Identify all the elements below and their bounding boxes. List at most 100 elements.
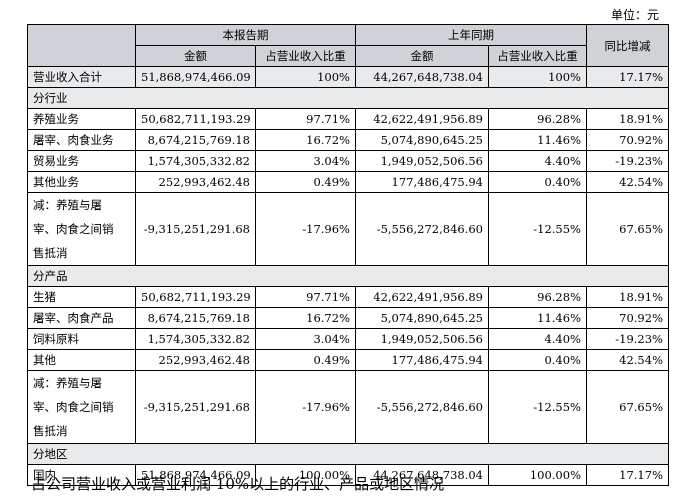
prior-amount-cell: 1,949,052,506.56 [355,328,489,350]
row-label: 营业收入合计 [27,66,136,88]
prior-share-cell: -12.55% [488,192,587,266]
current-share-cell: 16.72% [255,307,356,329]
section-header-row: 分地区 [27,443,669,465]
blank-header-cell [27,24,136,67]
section-title: 分产品 [27,265,669,287]
current-share-cell: 3.04% [255,328,356,350]
prior-amount-header: 金额 [355,45,489,67]
table-row: 减：养殖与屠 宰、肉食之间销 售抵消 -9,315,251,291.68 -17.96%… [27,370,669,444]
yoy-change-cell: 67.65% [586,370,669,444]
revenue-table: 本报告期 上年同期 同比增减 金额 占营业收入比重 金额 占营业收入比重 营业收… [27,24,669,486]
prior-amount-cell: -5,556,272,846.60 [355,370,489,444]
prior-amount-cell: 1,949,052,506.56 [355,150,489,172]
section-header-row: 分行业 [27,87,669,109]
current-amount-cell: 50,682,711,193.29 [135,108,256,130]
row-label: 减：养殖与屠 宰、肉食之间销 售抵消 [27,192,136,266]
prior-amount-cell: 42,622,491,956.89 [355,108,489,130]
table-row: 生猪 50,682,711,193.29 97.71% 42,622,491,956.… [27,286,669,308]
row-label-line: 宰、肉食之间销 [33,400,114,414]
yoy-change-cell: 67.65% [586,192,669,266]
table-row: 减：养殖与屠 宰、肉食之间销 售抵消 -9,315,251,291.68 -17.96%… [27,192,669,266]
prior-amount-cell: 177,486,475.94 [355,349,489,371]
yoy-change-cell: -19.23% [586,328,669,350]
yoy-change-cell: 18.91% [586,286,669,308]
prior-share-cell: 0.40% [488,349,587,371]
current-share-cell: 16.72% [255,129,356,151]
table-row: 屠宰、肉食业务 8,674,215,769.18 16.72% 5,074,890,6… [27,129,669,151]
current-period-header: 本报告期 [135,24,356,46]
current-share-cell: 97.71% [255,286,356,308]
prior-period-header: 上年同期 [355,24,587,46]
unit-label: 单位：元 [610,8,659,22]
current-amount-cell: -9,315,251,291.68 [135,370,256,444]
table-row: 其他业务 252,993,462.48 0.49% 177,486,475.94 0.4… [27,171,669,193]
current-amount-cell: 8,674,215,769.18 [135,129,256,151]
current-amount-cell: 1,574,305,332.82 [135,328,256,350]
prior-share-cell: 4.40% [488,328,587,350]
table-row: 屠宰、肉食产品 8,674,215,769.18 16.72% 5,074,890,6… [27,307,669,329]
table-caption: 占公司营业收入或营业利润 10%以上的行业、产品或地区情况 [31,475,445,493]
prior-amount-cell: 5,074,890,645.25 [355,129,489,151]
prior-amount-cell: 44,267,648,738.04 [355,464,489,486]
current-amount-header: 金额 [135,45,256,67]
prior-share-cell: 11.46% [488,129,587,151]
prior-amount-cell: 5,074,890,645.25 [355,307,489,329]
row-label-line: 售抵消 [33,424,68,438]
row-label: 养殖业务 [27,108,136,130]
prior-amount-cell: 44,267,648,738.04 [355,66,489,88]
prior-amount-cell: 42,622,491,956.89 [355,286,489,308]
prior-share-cell: -12.55% [488,370,587,444]
yoy-change-cell: 42.54% [586,171,669,193]
prior-share-cell: 11.46% [488,307,587,329]
table-row: 贸易业务 1,574,305,332.82 3.04% 1,949,052,506.5… [27,150,669,172]
yoy-change-cell: 70.92% [586,307,669,329]
header-row-1: 本报告期 上年同期 同比增减 [27,24,669,67]
prior-share-cell: 100% [488,66,587,88]
total-revenue-row: 营业收入合计 51,868,974,466.09 100% 44,267,648… [27,66,669,88]
prior-amount-cell: -5,556,272,846.60 [355,192,489,266]
row-label: 屠宰、肉食产品 [27,307,136,329]
table-row: 国内 51,868,974,466.09 100.00% 44,267,648,738… [27,464,669,486]
prior-share-cell: 96.28% [488,286,587,308]
section-header-row: 分产品 [27,265,669,287]
current-amount-cell: 50,682,711,193.29 [135,286,256,308]
current-share-cell: -17.96% [255,192,356,266]
section-title: 分地区 [27,443,669,465]
row-label: 国内 [27,464,136,486]
current-amount-cell: 8,674,215,769.18 [135,307,256,329]
prior-share-cell: 4.40% [488,150,587,172]
row-label: 生猪 [27,286,136,308]
row-label: 贸易业务 [27,150,136,172]
yoy-change-cell: 17.17% [586,464,669,486]
table-row: 养殖业务 50,682,711,193.29 97.71% 42,622,491,95… [27,108,669,130]
current-amount-cell: 252,993,462.48 [135,349,256,371]
row-label: 屠宰、肉食业务 [27,129,136,151]
prior-share-cell: 100.00% [488,464,587,486]
current-amount-cell: 1,574,305,332.82 [135,150,256,172]
prior-share-header: 占营业收入比重 [488,45,587,67]
prior-amount-cell: 177,486,475.94 [355,171,489,193]
yoy-change-cell: 42.54% [586,349,669,371]
current-share-cell: 97.71% [255,108,356,130]
yoy-change-cell: 18.91% [586,108,669,130]
current-amount-cell: 51,868,974,466.09 [135,66,256,88]
current-share-cell: -17.96% [255,370,356,444]
yoy-change-cell: -19.23% [586,150,669,172]
current-share-cell: 100% [255,66,356,88]
prior-share-cell: 0.40% [488,171,587,193]
row-label: 其他 [27,349,136,371]
revenue-table-body: 本报告期 上年同期 同比增减 金额 占营业收入比重 金额 占营业收入比重 营业收… [27,24,669,486]
table-row: 饲料原料 1,574,305,332.82 3.04% 1,949,052,506.5… [27,328,669,350]
row-label: 饲料原料 [27,328,136,350]
current-share-cell: 100.00% [255,464,356,486]
row-label-line: 售抵消 [33,246,68,260]
yoy-change-header: 同比增减 [586,24,669,67]
table-row: 其他 252,993,462.48 0.49% 177,486,475.94 0.40%… [27,349,669,371]
current-share-cell: 3.04% [255,150,356,172]
current-amount-cell: -9,315,251,291.68 [135,192,256,266]
current-share-cell: 0.49% [255,349,356,371]
row-label: 其他业务 [27,171,136,193]
yoy-change-cell: 70.92% [586,129,669,151]
yoy-change-cell: 17.17% [586,66,669,88]
prior-share-cell: 96.28% [488,108,587,130]
